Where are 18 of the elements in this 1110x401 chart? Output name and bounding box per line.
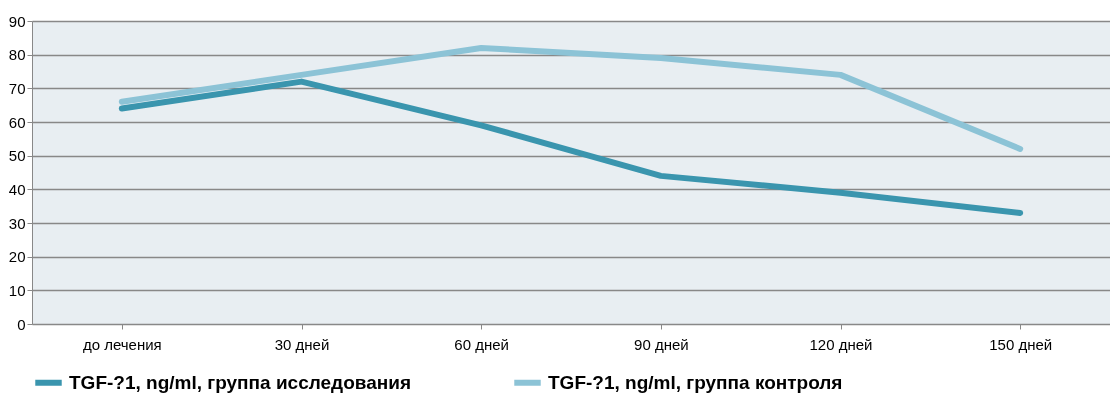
y-tick-label: 30 (8, 214, 26, 232)
legend-label: TGF-?1, ng/ml, группа исследования (69, 371, 412, 393)
y-tick-label: 40 (8, 180, 26, 198)
x-tick-label: 60 дней (454, 335, 509, 353)
y-tick-label: 10 (8, 281, 26, 299)
y-tick-label: 80 (8, 46, 26, 64)
y-tick-label: 90 (8, 12, 26, 30)
y-tick-label: 70 (8, 79, 26, 97)
x-tick-label: 90 дней (634, 335, 689, 353)
y-tick-label: 20 (8, 248, 26, 266)
x-tick-label: 150 дней (989, 335, 1053, 353)
y-tick-label: 60 (8, 113, 26, 131)
x-tick-label: 120 дней (809, 335, 873, 353)
x-tick-label: 30 дней (274, 335, 330, 353)
x-tick-label: до лечения (82, 335, 162, 353)
y-tick-label: 50 (8, 147, 26, 165)
y-tick-label: 0 (17, 315, 26, 333)
legend-label: TGF-?1, ng/ml, группа контроля (548, 371, 843, 393)
